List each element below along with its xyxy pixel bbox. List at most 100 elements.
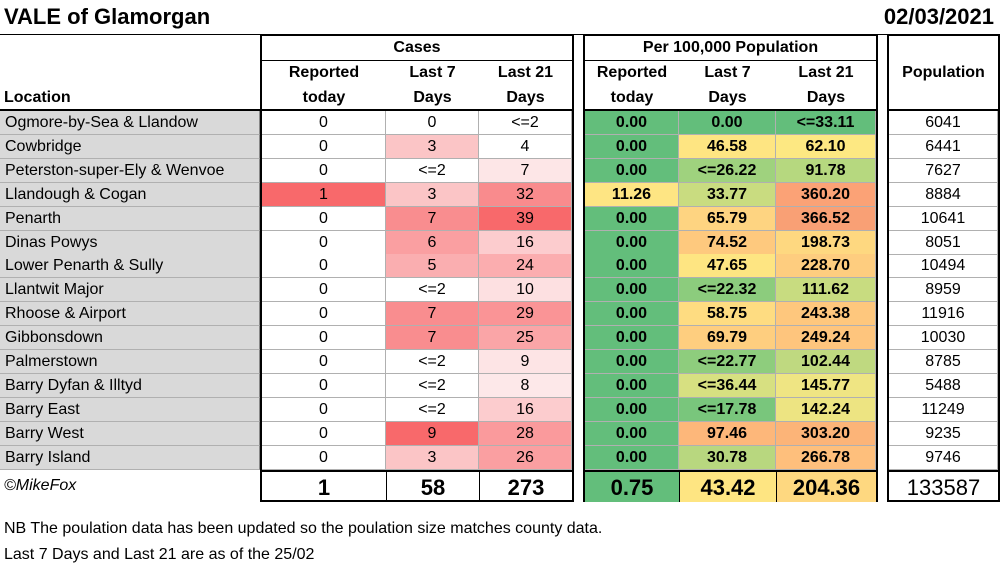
location-cell: Peterston-super-Ely & Wenvoe (0, 158, 260, 183)
cases-last21-cell: 9 (479, 350, 572, 374)
cases-last7-cell: 7 (386, 302, 479, 327)
population-group-box (887, 34, 1000, 502)
cases-last21-cell: 16 (479, 397, 572, 422)
cases-last21-cell: 28 (479, 421, 572, 446)
population-cell: 7627 (889, 158, 998, 183)
cases-last7-cell: 5 (386, 254, 479, 279)
per100k-last7-cell: <=22.32 (679, 278, 776, 303)
location-cell: Llantwit Major (0, 278, 260, 303)
population-header: Population (889, 35, 998, 111)
cases-reported-cell: 0 (262, 278, 386, 303)
per100k-last21-cell: 243.38 (776, 302, 876, 327)
cases-last7-cell: 3 (386, 445, 479, 470)
population-cell: 5488 (889, 373, 998, 398)
table-row: Dinas Powys 0 6 16 0.00 74.52 198.73 8051 (0, 230, 1000, 255)
per100k-last7-cell: 0.00 (679, 111, 776, 135)
per100k-reported-cell: 0.00 (585, 230, 679, 255)
cases-last7-cell: 3 (386, 182, 479, 207)
table-row: Barry East 0 <=2 16 0.00 <=17.78 142.24 11249 (0, 397, 1000, 422)
cases-last21-cell: 32 (479, 182, 572, 207)
per100k-last21-header: Last 21 Days (776, 61, 876, 111)
cases-group-box (260, 34, 574, 502)
cases-reported-cell: 0 (262, 158, 386, 183)
per100k-reported-cell: 0.00 (585, 254, 679, 279)
per100k-last7-cell: 69.79 (679, 326, 776, 351)
per100k-reported-cell: 0.00 (585, 158, 679, 183)
cases-reported-cell: 0 (262, 326, 386, 351)
population-cell: 9746 (889, 445, 998, 470)
cases-last7-cell: <=2 (386, 158, 479, 183)
location-cell: Barry Island (0, 445, 260, 470)
location-cell: Ogmore-by-Sea & Llandow (0, 111, 260, 135)
population-cell: 10494 (889, 254, 998, 279)
cases-reported-cell: 0 (262, 302, 386, 327)
per100k-reported-cell: 0.00 (585, 134, 679, 159)
population-cell: 8884 (889, 182, 998, 207)
per100k-last7-header: Last 7 Days (679, 61, 776, 111)
table-row: Ogmore-by-Sea & Llandow 0 0 <=2 0.00 0.00 <=33… (0, 111, 1000, 135)
cases-reported-cell: 1 (262, 182, 386, 207)
population-cell: 11249 (889, 397, 998, 422)
population-cell: 8785 (889, 350, 998, 374)
location-header: Location (0, 61, 260, 111)
population-cell: 11916 (889, 302, 998, 327)
per100k-reported-cell: 0.00 (585, 445, 679, 470)
location-cell: Llandough & Cogan (0, 182, 260, 207)
table-row: Rhoose & Airport 0 7 29 0.00 58.75 243.38 11916 (0, 302, 1000, 327)
total-per100k-last21: 204.36 (776, 470, 876, 502)
per100k-reported-cell: 11.26 (585, 182, 679, 207)
population-cell: 6041 (889, 111, 998, 135)
cases-group-title: Cases (262, 35, 572, 61)
total-last7: 58 (386, 470, 479, 502)
table-row: Barry West 0 9 28 0.00 97.46 303.20 9235 (0, 421, 1000, 446)
per100k-reported-cell: 0.00 (585, 206, 679, 231)
per100k-reported-cell: 0.00 (585, 278, 679, 303)
cases-last21-cell: 26 (479, 445, 572, 470)
cases-last7-cell: <=2 (386, 350, 479, 374)
per100k-last7-cell: <=22.77 (679, 350, 776, 374)
per100k-last21-cell: 303.20 (776, 421, 876, 446)
cases-last7-cell: 0 (386, 111, 479, 135)
total-last21: 273 (479, 470, 572, 502)
per100k-last21-cell: <=33.11 (776, 111, 876, 135)
per100k-last7-cell: 30.78 (679, 445, 776, 470)
cases-reported-cell: 0 (262, 134, 386, 159)
per100k-reported-cell: 0.00 (585, 111, 679, 135)
per100k-reported-header: Reported today (585, 61, 679, 111)
per100k-last7-cell: 33.77 (679, 182, 776, 207)
report-date: 02/03/2021 (883, 4, 994, 29)
cases-last7-cell: <=2 (386, 397, 479, 422)
total-per100k-last7: 43.42 (679, 470, 776, 502)
cases-last21-cell: 4 (479, 134, 572, 159)
per100k-last21-cell: 198.73 (776, 230, 876, 255)
cases-last21-cell: <=2 (479, 111, 572, 135)
cases-reported-cell: 0 (262, 350, 386, 374)
cases-last21-cell: 25 (479, 326, 572, 351)
cases-last21-cell: 10 (479, 278, 572, 303)
per100k-last21-cell: 360.20 (776, 182, 876, 207)
per100k-last21-cell: 266.78 (776, 445, 876, 470)
cases-last21-cell: 24 (479, 254, 572, 279)
population-cell: 10641 (889, 206, 998, 231)
total-reported: 1 (262, 470, 386, 502)
table-row: Palmerstown 0 <=2 9 0.00 <=22.77 102.44 8785 (0, 350, 1000, 374)
per100k-last21-cell: 102.44 (776, 350, 876, 374)
credit-text: ©MikeFox (4, 477, 77, 494)
per100k-reported-cell: 0.00 (585, 302, 679, 327)
table-row: Llantwit Major 0 <=2 10 0.00 <=22.32 111.62 895… (0, 278, 1000, 303)
cases-reported-header: Reported today (262, 61, 386, 111)
cases-last7-cell: 7 (386, 326, 479, 351)
cases-last21-header: Last 21 Days (479, 61, 572, 111)
location-cell: Barry West (0, 421, 260, 446)
per100k-last7-cell: 74.52 (679, 230, 776, 255)
cases-reported-cell: 0 (262, 421, 386, 446)
table-row: Gibbonsdown 0 7 25 0.00 69.79 249.24 10030 (0, 326, 1000, 351)
table-row: Barry Island 0 3 26 0.00 30.78 266.78 9746 (0, 445, 1000, 470)
cases-last7-cell: <=2 (386, 278, 479, 303)
cases-last21-cell: 16 (479, 230, 572, 255)
table-row: Llandough & Cogan 1 3 32 11.26 33.77 360.20 888… (0, 182, 1000, 207)
cases-last21-cell: 8 (479, 373, 572, 398)
per100k-last21-cell: 111.62 (776, 278, 876, 303)
location-cell: Barry East (0, 397, 260, 422)
per100k-reported-cell: 0.00 (585, 373, 679, 398)
